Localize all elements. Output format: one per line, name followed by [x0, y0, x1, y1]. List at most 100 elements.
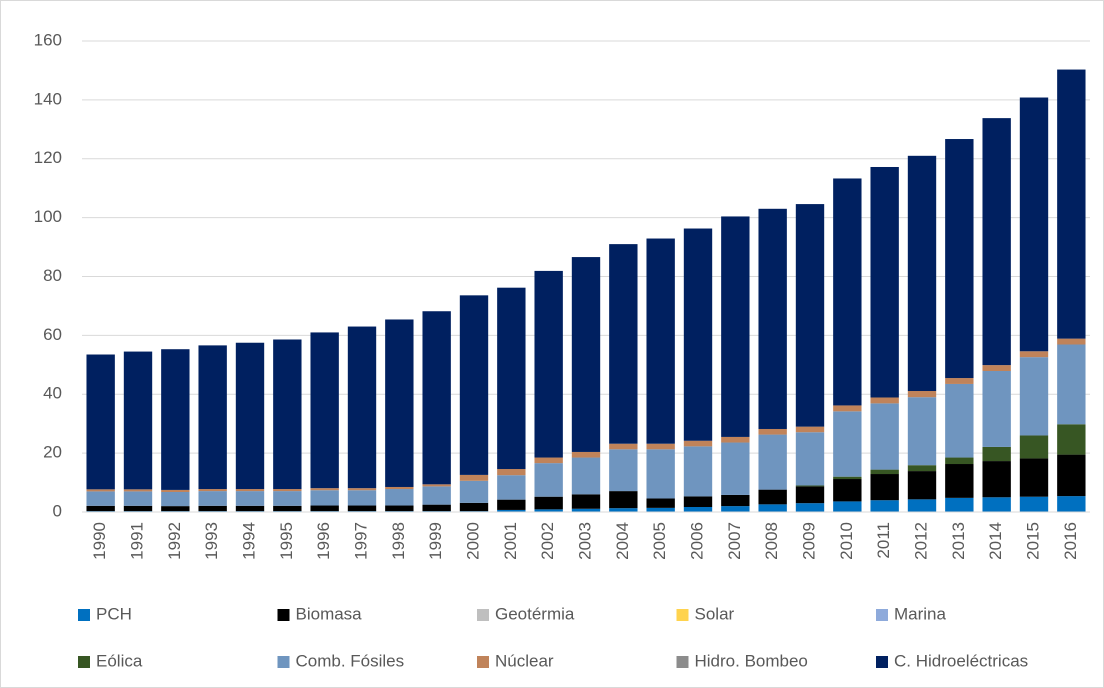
bar-segment	[273, 489, 302, 492]
bar-segment	[758, 434, 787, 490]
bar-segment	[1019, 435, 1049, 459]
bar-segment	[534, 463, 563, 497]
y-tick-label: 20	[43, 443, 62, 462]
x-tick-label: 2012	[911, 522, 930, 560]
bar-segment	[907, 471, 937, 500]
bar-segment	[833, 405, 862, 412]
bar-segment	[683, 440, 713, 447]
legend-swatch	[277, 656, 290, 668]
bar-segment	[310, 490, 339, 506]
y-tick-label: 80	[43, 266, 62, 285]
bar-segment	[273, 339, 302, 490]
bar-segment	[833, 501, 862, 512]
bar-segment	[459, 295, 489, 475]
bar-segment	[870, 500, 899, 512]
bar-segment	[161, 349, 190, 490]
bar-segment	[459, 480, 489, 503]
x-tick-label: 2016	[1061, 522, 1080, 560]
bar-segment	[385, 489, 414, 506]
bar-segment	[870, 474, 899, 501]
legend-swatch	[277, 609, 290, 621]
bar-segment	[310, 488, 339, 491]
x-tick-label: 2006	[687, 522, 706, 560]
bar-segment	[870, 403, 899, 470]
bar-segment	[534, 270, 563, 458]
bar-segment	[945, 383, 974, 458]
bar-segment	[235, 342, 265, 490]
bar-segment	[459, 474, 489, 481]
bar-segment	[683, 228, 713, 441]
bar-segment	[907, 155, 937, 392]
x-tick-label: 2011	[874, 522, 893, 559]
bar-segment	[123, 505, 153, 512]
bar-segment	[86, 489, 115, 492]
bar-segment	[907, 391, 937, 398]
x-tick-label: 2007	[725, 522, 744, 560]
x-tick-label: 1991	[127, 522, 146, 560]
bar-segment	[1057, 69, 1086, 339]
bar-segment	[721, 442, 750, 495]
x-tick-label: 1993	[202, 522, 221, 560]
bar-segment	[945, 378, 974, 384]
bar-segment	[758, 504, 787, 512]
legend-label: Marina	[894, 604, 947, 623]
y-tick-label: 140	[34, 89, 62, 108]
bar-segment	[795, 204, 825, 427]
bar-segment	[721, 506, 750, 512]
bar-segment	[235, 489, 265, 492]
bar-segment	[347, 505, 377, 512]
bar-segment	[235, 505, 265, 512]
bar-segment	[795, 486, 825, 504]
legend-label: Hidro. Bombeo	[695, 651, 808, 670]
bar-segment	[683, 496, 713, 507]
bar-segment	[646, 443, 675, 450]
bar-segment	[1057, 496, 1086, 512]
bar-segment	[1019, 97, 1049, 352]
bar-segment	[161, 491, 190, 507]
x-tick-label: 2003	[575, 522, 594, 560]
bar-segment	[198, 345, 227, 490]
x-tick-label: 1995	[277, 522, 296, 560]
bar-segment	[198, 505, 227, 512]
bar-segment	[683, 506, 713, 512]
bar-segment	[1057, 344, 1086, 425]
bar-segment	[609, 443, 638, 450]
y-tick-label: 40	[43, 384, 62, 403]
bar-segment	[982, 370, 1011, 447]
bar-segment	[571, 457, 601, 495]
bar-segment	[1057, 424, 1086, 455]
bar-segment	[86, 505, 115, 512]
bar-segment	[1019, 458, 1049, 497]
bar-segment	[646, 498, 675, 508]
bar-segment	[721, 216, 750, 437]
bar-segment	[982, 446, 1011, 462]
bar-segment	[235, 491, 265, 506]
bar-segment	[609, 491, 638, 509]
bar-segment	[982, 497, 1011, 512]
bar-segment	[571, 494, 601, 509]
bar-segment	[609, 508, 638, 512]
y-tick-label: 160	[34, 30, 62, 49]
bar-segment	[982, 365, 1011, 371]
bar-segment	[683, 446, 713, 497]
bar-segment	[497, 475, 526, 500]
bar-segment	[161, 489, 190, 492]
bar-segment	[870, 397, 899, 404]
x-tick-label: 2010	[837, 522, 856, 560]
bar-segment	[1019, 351, 1049, 358]
x-tick-label: 1997	[351, 522, 370, 560]
bar-segment	[758, 489, 787, 505]
x-tick-label: 2004	[613, 522, 632, 560]
x-tick-label: 1996	[314, 522, 333, 560]
legend-swatch	[876, 656, 888, 668]
bar-segment	[982, 118, 1011, 366]
bar-segment	[123, 351, 153, 490]
legend-swatch	[78, 609, 90, 621]
bar-segment	[385, 486, 414, 490]
x-tick-label: 1999	[426, 522, 445, 560]
y-tick-label: 0	[53, 501, 62, 520]
bar-segment	[198, 489, 227, 492]
x-tick-label: 1998	[389, 522, 408, 560]
legend-label: PCH	[96, 604, 132, 623]
bar-segment	[497, 287, 526, 470]
